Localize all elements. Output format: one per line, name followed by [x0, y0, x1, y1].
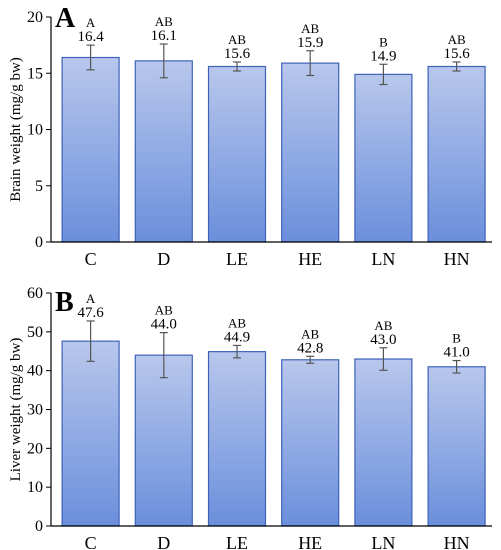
- category-label: LE: [226, 533, 248, 550]
- y-tick-label: 60: [27, 285, 43, 302]
- significance-label: A: [86, 291, 96, 306]
- y-tick-label: 15: [27, 65, 43, 82]
- liver-weight-panel: B Liver weight (mg/g bw) 0 10 20 30 40 50 60 47.6…: [8, 285, 492, 550]
- y-axis-title: Brain weight (mg/g bw): [8, 57, 24, 202]
- error-bar: [86, 44, 95, 71]
- bar: [354, 358, 413, 527]
- y-tick-label: 20: [27, 440, 43, 457]
- bar: [134, 354, 193, 527]
- y-tick-label: 0: [35, 234, 43, 251]
- bar: [134, 60, 193, 243]
- significance-label: B: [452, 331, 461, 346]
- error-bar: [159, 332, 168, 379]
- error-bar: [379, 347, 388, 371]
- panel-letter: A: [55, 3, 76, 34]
- bar: [61, 340, 120, 527]
- y-tick-label: 10: [27, 479, 43, 496]
- panel-letter: B: [55, 287, 74, 318]
- significance-label: A: [86, 15, 96, 30]
- bar: [354, 73, 413, 243]
- error-bar: [306, 355, 315, 364]
- value-label: 15.6: [224, 46, 251, 62]
- significance-label: AB: [301, 326, 319, 341]
- category-label: HE: [298, 533, 322, 550]
- bar: [207, 351, 267, 527]
- y-tick-label: 0: [35, 518, 43, 535]
- category-label: HN: [444, 249, 470, 269]
- significance-label: AB: [228, 315, 246, 330]
- bar: [427, 65, 486, 243]
- category-label: C: [85, 249, 97, 269]
- error-bar: [452, 61, 461, 72]
- significance-label: AB: [155, 14, 173, 29]
- value-label: 44.9: [224, 329, 250, 345]
- value-label: 41.0: [443, 345, 469, 361]
- value-label: 47.6: [77, 305, 104, 321]
- error-bar: [306, 50, 315, 77]
- category-label: HE: [298, 249, 322, 269]
- value-label: 16.4: [77, 29, 104, 45]
- brain-weight-panel: A Brain weight (mg/g bw) 0 5 10 15 20 16.4A C 16.…: [8, 3, 492, 269]
- bar: [61, 56, 120, 243]
- error-bar: [233, 344, 241, 359]
- y-tick-label: 40: [27, 363, 43, 380]
- y-axis-title: Liver weight (mg/g bw): [8, 338, 24, 482]
- category-label: LN: [371, 533, 395, 550]
- category-label: D: [157, 249, 170, 269]
- y-tick-label: 50: [27, 324, 43, 341]
- bar: [281, 359, 340, 527]
- value-label: 14.9: [370, 48, 396, 64]
- significance-label: AB: [155, 303, 173, 318]
- bar: [281, 62, 340, 243]
- significance-label: B: [379, 34, 388, 49]
- y-tick-label: 5: [35, 178, 43, 195]
- category-label: C: [85, 533, 97, 550]
- y-tick-label: 20: [27, 9, 43, 26]
- category-label: D: [157, 533, 170, 550]
- value-label: 42.8: [297, 340, 323, 356]
- significance-label: AB: [301, 21, 319, 36]
- error-bar: [452, 359, 461, 374]
- value-label: 16.1: [151, 28, 177, 44]
- value-label: 15.9: [297, 35, 323, 51]
- category-label: LE: [226, 249, 248, 269]
- y-tick-label: 30: [27, 402, 43, 419]
- category-label: LN: [371, 249, 395, 269]
- error-bar: [233, 61, 241, 72]
- error-bar: [86, 320, 95, 362]
- value-label: 15.6: [443, 46, 470, 62]
- error-bar: [159, 43, 168, 79]
- value-label: 43.0: [370, 332, 396, 348]
- significance-label: AB: [374, 318, 392, 333]
- category-label: HN: [444, 533, 470, 550]
- significance-label: AB: [448, 32, 466, 47]
- bar: [207, 65, 267, 243]
- y-tick-label: 10: [27, 122, 43, 139]
- value-label: 44.0: [151, 317, 177, 333]
- significance-label: AB: [228, 32, 246, 47]
- error-bar: [379, 63, 388, 86]
- bar: [427, 366, 486, 527]
